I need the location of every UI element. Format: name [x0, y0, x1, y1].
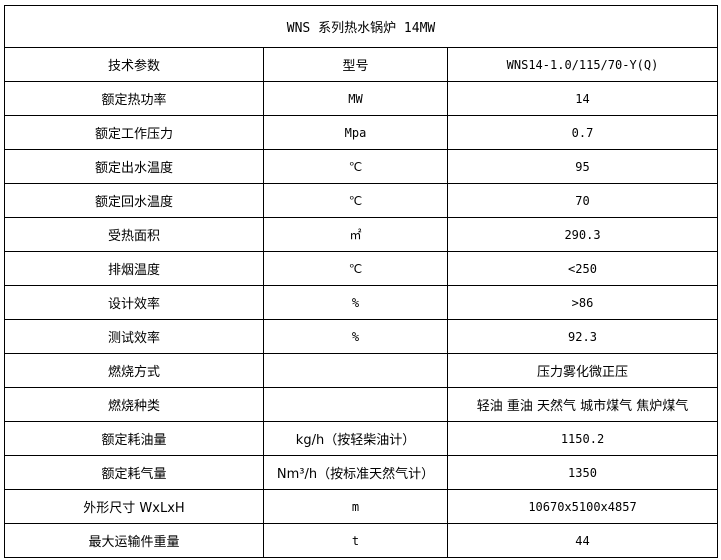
value-cell: 95: [446, 149, 719, 184]
table-row: 设计效率% >86: [4, 285, 719, 320]
value-cell: 290.3: [446, 217, 719, 252]
table-row: 额定回水温度 ℃ 70: [4, 183, 719, 218]
value-cell: >86: [446, 285, 719, 320]
value-cell: 压力雾化微正压: [446, 353, 719, 388]
param-name-cell: 设计效率: [4, 285, 264, 320]
table-row: 额定出水温度 ℃ 95: [4, 149, 719, 184]
value-cell: 10670x5100x4857: [446, 489, 719, 524]
unit-cell: t: [263, 523, 448, 558]
param-name-cell: 额定出水温度: [4, 149, 264, 184]
unit-cell: [263, 387, 448, 422]
param-name-cell: 额定回水温度: [4, 183, 264, 218]
table-row: 额定耗气量 Nm³/h（按标准天然气计） 1350: [4, 455, 719, 490]
param-name-cell: 额定耗油量: [4, 421, 264, 456]
param-name-cell: 额定热功率: [4, 81, 264, 116]
unit-cell: ℃: [263, 251, 448, 286]
param-name-cell: 外形尺寸 WxLxH: [4, 489, 264, 524]
table-title: WNS 系列热水锅炉 14MW: [3, 5, 719, 48]
unit-cell: Mpa: [263, 115, 448, 150]
table-row: 额定耗油量 kg/h（按轻柴油计） 1150.2: [4, 421, 719, 456]
boiler-spec-table: WNS 系列热水锅炉 14MW 技术参数 型号 WNS14-1.0/115/70…: [3, 5, 719, 558]
table-row: 燃烧方式 压力雾化微正压: [4, 353, 719, 388]
unit-cell: %: [263, 319, 448, 354]
title-row: WNS 系列热水锅炉 14MW: [3, 5, 719, 48]
unit-cell: [263, 353, 448, 388]
table-row: 测试效率% 92.3: [4, 319, 719, 354]
unit-cell: m: [263, 489, 448, 524]
value-cell: 1350: [446, 455, 719, 490]
unit-cell: kg/h（按轻柴油计）: [263, 421, 448, 456]
value-cell: <250: [446, 251, 719, 286]
table-row: 最大运输件重量 t 44: [4, 523, 719, 558]
header-model: 型号: [263, 47, 448, 82]
header-param: 技术参数: [4, 47, 264, 82]
value-cell: 14: [446, 81, 719, 116]
param-name-cell: 最大运输件重量: [4, 523, 264, 558]
value-cell: 1150.2: [446, 421, 719, 456]
unit-cell: MW: [263, 81, 448, 116]
param-name-cell: 额定耗气量: [4, 455, 264, 490]
value-cell: 70: [446, 183, 719, 218]
unit-cell: Nm³/h（按标准天然气计）: [263, 455, 448, 490]
header-row: 技术参数 型号 WNS14-1.0/115/70-Y(Q): [4, 47, 719, 82]
table-row: 额定工作压力 Mpa 0.7: [4, 115, 719, 150]
table-row: 燃烧种类 轻油 重油 天然气 城市煤气 焦炉煤气: [4, 387, 719, 422]
param-name-cell: 测试效率: [4, 319, 264, 354]
table-row: 外形尺寸 WxLxH m 10670x5100x4857: [4, 489, 719, 524]
unit-cell: %: [263, 285, 448, 320]
param-name-cell: 额定工作压力: [4, 115, 264, 150]
table-row: 排烟温度 ℃ <250: [4, 251, 719, 286]
param-name-cell: 燃烧方式: [4, 353, 264, 388]
value-cell: 轻油 重油 天然气 城市煤气 焦炉煤气: [446, 387, 719, 422]
value-cell: 0.7: [446, 115, 719, 150]
header-model-value: WNS14-1.0/115/70-Y(Q): [446, 47, 719, 82]
unit-cell: ℃: [263, 149, 448, 184]
value-cell: 92.3: [446, 319, 719, 354]
unit-cell: ℃: [263, 183, 448, 218]
unit-cell: ㎡: [263, 217, 448, 252]
param-name-cell: 受热面积: [4, 217, 264, 252]
value-cell: 44: [446, 523, 719, 558]
param-name-cell: 排烟温度: [4, 251, 264, 286]
param-name-cell: 燃烧种类: [4, 387, 264, 422]
table-row: 额定热功率 MW 14: [4, 81, 719, 116]
